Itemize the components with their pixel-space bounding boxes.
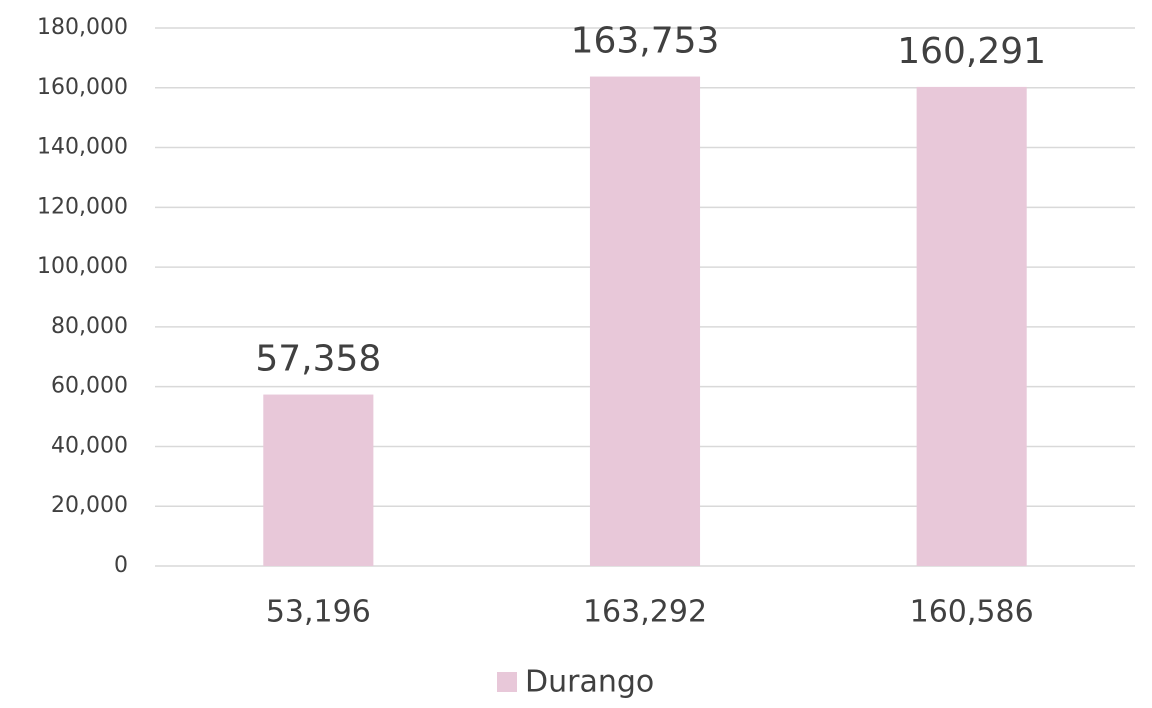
data-label: 163,753 xyxy=(571,21,720,62)
y-tick-label: 80,000 xyxy=(51,314,128,339)
y-tick-label: 0 xyxy=(114,553,128,578)
y-tick-label: 180,000 xyxy=(37,15,128,40)
y-tick-label: 40,000 xyxy=(51,433,128,458)
bar xyxy=(589,76,701,566)
y-tick-label: 60,000 xyxy=(51,374,128,399)
y-tick-label: 20,000 xyxy=(51,493,128,518)
y-tick-label: 100,000 xyxy=(37,254,128,279)
x-tick-label: 53,196 xyxy=(266,595,371,630)
y-tick-label: 160,000 xyxy=(37,75,128,100)
data-label: 160,291 xyxy=(897,31,1046,72)
x-tick-label: 163,292 xyxy=(583,595,707,630)
x-tick-label: 160,586 xyxy=(910,595,1034,630)
data-label: 57,358 xyxy=(255,339,381,380)
legend-label: Durango xyxy=(525,665,654,700)
legend-swatch xyxy=(497,672,517,692)
y-tick-label: 120,000 xyxy=(37,194,128,219)
y-tick-label: 140,000 xyxy=(37,135,128,160)
bar xyxy=(263,394,374,566)
bar xyxy=(916,86,1027,566)
